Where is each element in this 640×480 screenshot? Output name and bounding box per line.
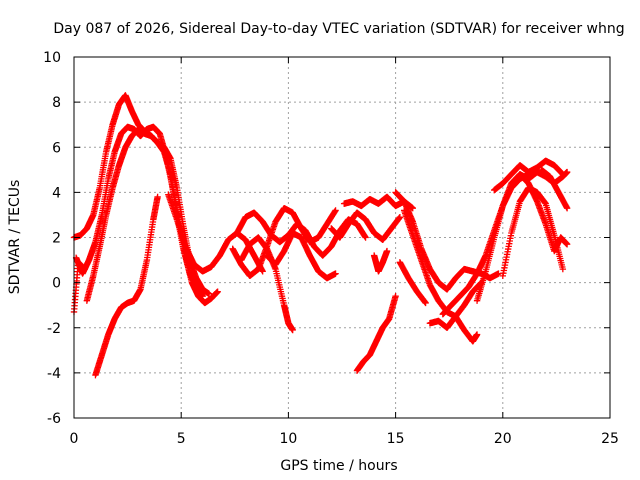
y-tick-label: -2: [47, 321, 61, 337]
data-point: [559, 171, 567, 178]
x-tick-label: 0: [70, 431, 79, 447]
data-series: [328, 209, 404, 243]
x-tick-label: 20: [494, 431, 512, 447]
data-series: [426, 313, 481, 345]
data-series: [353, 292, 399, 374]
data-point: [559, 265, 567, 273]
grid: [74, 57, 610, 418]
data-point: [259, 268, 266, 275]
x-tick-label: 15: [387, 431, 405, 447]
data-point: [289, 326, 296, 334]
x-tick-label: 10: [279, 431, 297, 447]
data-point: [409, 204, 416, 212]
data-series: [396, 259, 429, 307]
y-tick-label: 8: [52, 95, 61, 111]
data-series: [70, 92, 213, 298]
data-series: [83, 126, 206, 304]
data-point: [199, 292, 206, 300]
data-point: [396, 213, 404, 221]
data-point: [563, 168, 571, 176]
data-series: [439, 171, 532, 318]
data-series: [370, 247, 391, 275]
data-points: [70, 92, 571, 379]
y-tick-label: -6: [47, 411, 61, 427]
y-tick-label: 6: [52, 140, 61, 156]
data-series: [263, 229, 339, 282]
y-tick-label: -4: [47, 366, 61, 382]
chart-title: Day 087 of 2026, Sidereal Day-to-day VTE…: [53, 21, 624, 37]
x-tick-label: 5: [177, 431, 186, 447]
data-series: [238, 234, 296, 334]
data-point: [362, 234, 369, 241]
axes: 0 5 10 15 20 25 -6 -4 -2 0 2 4 6 8 10: [43, 50, 619, 447]
data-point: [205, 290, 213, 298]
y-tick-label: 0: [52, 276, 61, 292]
data-series: [491, 157, 567, 194]
y-tick-label: 10: [43, 50, 61, 66]
data-point: [214, 288, 221, 295]
data-point: [383, 247, 391, 255]
data-series: [516, 171, 571, 255]
x-tick-label: 25: [601, 431, 619, 447]
data-series: [499, 184, 567, 280]
x-axis-label: GPS time / hours: [280, 458, 397, 474]
y-axis-label: SDTVAR / TECUs: [7, 180, 23, 295]
data-point: [563, 204, 571, 212]
y-tick-label: 2: [52, 231, 61, 247]
data-series: [92, 193, 161, 379]
data-series: [233, 209, 369, 259]
data-point: [332, 207, 339, 214]
data-point: [332, 270, 339, 277]
data-series: [70, 259, 88, 316]
data-point: [563, 241, 571, 248]
data-point: [392, 292, 399, 300]
data-point: [154, 193, 161, 201]
y-tick-label: 4: [52, 185, 61, 201]
data-point: [81, 265, 88, 273]
data-point: [422, 299, 429, 307]
data-series: [538, 166, 571, 212]
data-point: [473, 331, 481, 338]
